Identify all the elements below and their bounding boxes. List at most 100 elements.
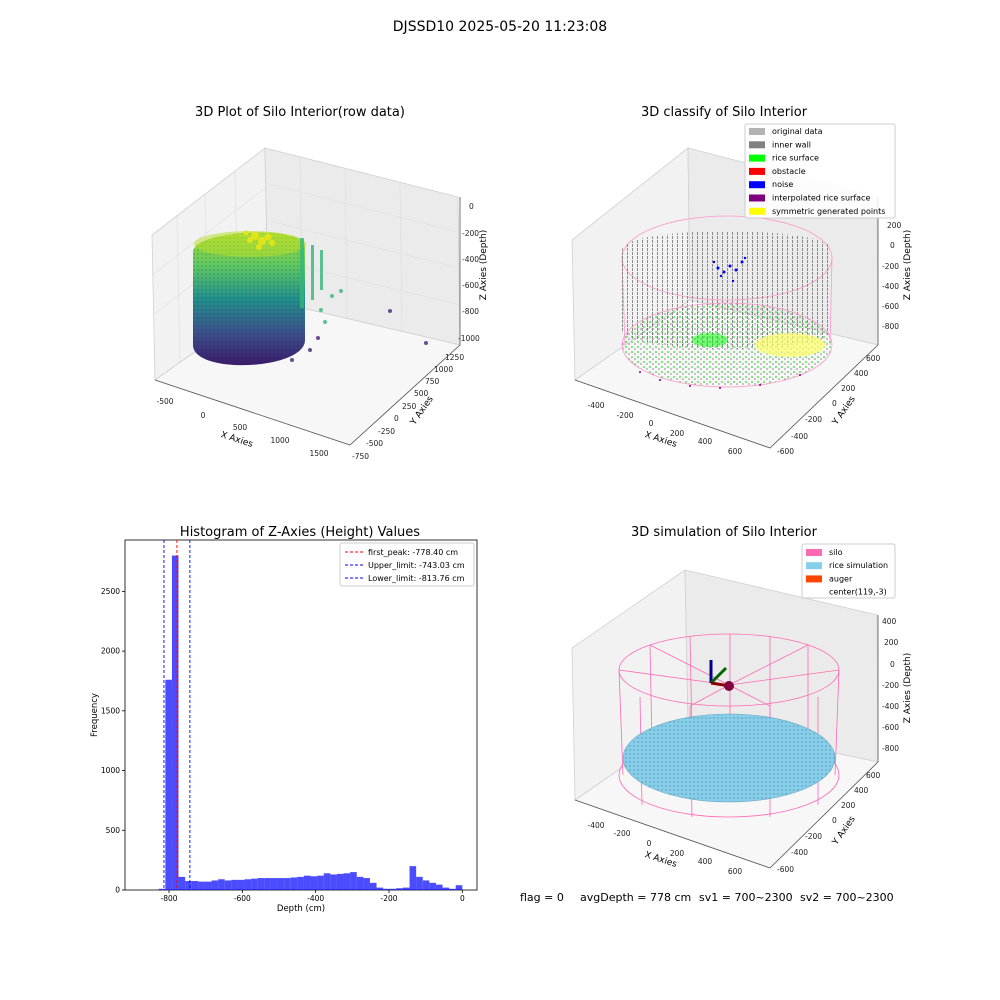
hist-bar [323, 873, 331, 890]
legend-swatch [806, 562, 822, 570]
sim-z-axis-label: Z Axies (Depth) [903, 653, 913, 724]
classify-noise-points [712, 256, 747, 283]
sim-ytick: -200 [805, 832, 822, 841]
sim-ztick: 200 [884, 638, 899, 647]
sim-y-axis-line [769, 761, 879, 869]
classify-ytick: -600 [777, 447, 794, 456]
hist-ytick-label: 2000 [101, 647, 120, 656]
classify-ytick: 400 [854, 369, 869, 378]
hist-xtick-label: 0 [460, 894, 465, 903]
hist-bar [350, 872, 357, 890]
hist-bar [369, 882, 377, 890]
panel-classify-title: 3D classify of Silo Interior [641, 105, 808, 120]
hist-bar [185, 881, 192, 890]
raw-ztick: -600 [462, 281, 479, 290]
raw-ztick: -800 [462, 307, 479, 316]
classify-x-ticks: -400 -200 0 200 400 600 [587, 401, 742, 456]
classify-ytick: -400 [791, 432, 808, 441]
classify-ztick: 200 [887, 221, 902, 230]
raw-ytick: 750 [425, 377, 440, 386]
legend-swatch [749, 141, 765, 149]
hist-bar [257, 878, 265, 890]
hist-bar [290, 877, 298, 890]
classify-legend: original data inner wall rice surface obsta… [744, 123, 896, 219]
footer-flag: flag = 0 [520, 891, 564, 904]
classify-xtick: 600 [728, 447, 743, 456]
hist-bar [435, 884, 443, 890]
hist-legend: first_peak: -778.40 cm Upper_limit: -743.… [339, 542, 475, 587]
hist-bar [416, 876, 423, 890]
sim-xtick: 0 [647, 839, 652, 848]
classify-ztick: -400 [882, 282, 899, 291]
hist-bar [158, 888, 166, 890]
sim-z-ticks: 400 200 0 -200 -400 -600 -800 [882, 617, 899, 753]
hist-title: Histogram of Z-Axies (Height) Values [180, 525, 420, 540]
sim-y-ticks: -600 -400 -200 0 200 400 600 [777, 771, 881, 874]
raw-ytick: -500 [366, 439, 383, 448]
footer-avg-depth: avgDepth = 778 cm [580, 891, 691, 904]
classify-ytick: 0 [832, 399, 837, 408]
hist-ytick-label: 500 [106, 826, 121, 835]
classify-y-axis-line [769, 344, 879, 449]
footer-sv2: sv2 = 700~2300 [800, 891, 894, 904]
hist-ytick-label: 1000 [101, 766, 120, 775]
classify-ztick: -200 [882, 262, 899, 271]
raw-ytick: -750 [352, 452, 369, 461]
raw-ytick: 1250 [445, 353, 464, 362]
hist-bar [224, 880, 232, 890]
hist-xtick-label: -800 [160, 894, 177, 903]
panel-histogram: Histogram of Z-Axies (Height) Values -80… [90, 525, 478, 914]
hist-legend-label: Lower_limit: -813.76 cm [368, 574, 465, 583]
raw-x-axis-line [154, 379, 351, 446]
hist-bar [356, 876, 364, 890]
panel-raw-3d: 3D Plot of Silo Interior(row data) [151, 105, 489, 461]
hist-bar [171, 555, 179, 890]
classify-ztick: 0 [890, 241, 895, 250]
classify-xtick: 200 [670, 429, 685, 438]
legend-label: rice simulation [829, 561, 888, 570]
footer-status: flag = 0 avgDepth = 778 cm sv1 = 700~230… [520, 891, 894, 904]
hist-bar [284, 878, 291, 890]
hist-bar [237, 879, 245, 890]
hist-xtick-label: -600 [234, 894, 251, 903]
hist-bar [310, 876, 318, 890]
sim-ytick: 200 [841, 801, 856, 810]
classify-rice-surface [621, 302, 833, 388]
sim-xtick: -200 [613, 829, 630, 838]
raw-xtick: 1000 [270, 436, 289, 445]
hist-bar [396, 888, 403, 890]
sim-ztick: 400 [882, 617, 897, 626]
raw-z-ticks: 0 -200 -400 -600 -800 -1000 [458, 202, 480, 343]
legend-label: interpolated rice surface [772, 194, 870, 203]
classify-ytick: 200 [841, 384, 856, 393]
hist-bar [455, 885, 463, 890]
raw-ytick: -250 [378, 427, 395, 436]
classify-xtick: 400 [698, 437, 713, 446]
sim-ztick: -600 [882, 723, 899, 732]
raw-ztick: -400 [462, 255, 479, 264]
hist-legend-label: first_peak: -778.40 cm [368, 548, 458, 557]
panel-classify-3d: 3D classify of Silo Interior [571, 105, 913, 456]
classify-symmetric-points [755, 333, 825, 357]
classify-ztick: -800 [882, 322, 899, 331]
raw-xtick: 500 [233, 423, 248, 432]
raw-ytick: 0 [394, 414, 399, 423]
raw-ytick: 1000 [434, 365, 453, 374]
hist-bar [297, 876, 304, 890]
classify-z-axis-label: Z Axies (Depth) [903, 230, 913, 301]
classify-xtick: -200 [616, 411, 633, 420]
hist-x-ticks: -800 -600 -400 -200 0 [160, 890, 465, 903]
sim-ytick: 400 [854, 786, 869, 795]
hist-ytick-label: 1500 [101, 706, 120, 715]
hist-bar [409, 866, 417, 890]
classify-ytick: -200 [805, 415, 822, 424]
hist-legend-label: Upper_limit: -743.03 cm [368, 561, 465, 570]
legend-swatch [806, 575, 822, 583]
raw-ytick: 250 [402, 402, 417, 411]
raw-xtick: 0 [201, 411, 206, 420]
sim-ytick: -600 [777, 865, 794, 874]
hist-bar [363, 878, 370, 890]
hist-ytick-label: 0 [115, 886, 120, 895]
sim-ytick: -400 [791, 848, 808, 857]
raw-x-axis-label: X Axies [219, 430, 254, 450]
